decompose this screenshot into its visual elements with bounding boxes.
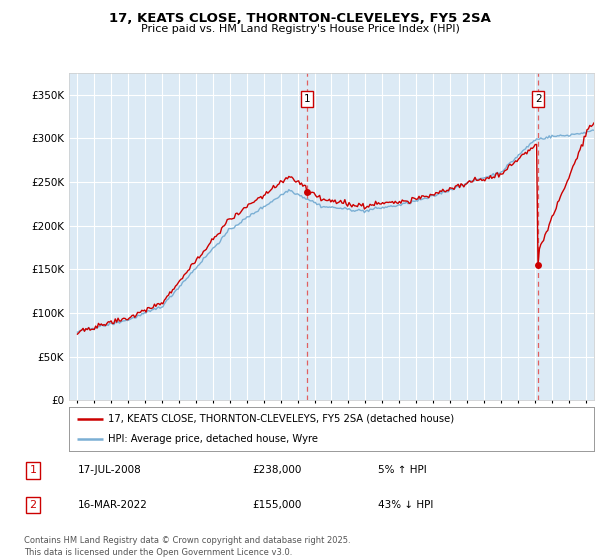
Text: £155,000: £155,000	[252, 500, 301, 510]
Text: 17, KEATS CLOSE, THORNTON-CLEVELEYS, FY5 2SA (detached house): 17, KEATS CLOSE, THORNTON-CLEVELEYS, FY5…	[109, 414, 455, 424]
Text: HPI: Average price, detached house, Wyre: HPI: Average price, detached house, Wyre	[109, 434, 319, 444]
Text: 2: 2	[29, 500, 37, 510]
Text: Contains HM Land Registry data © Crown copyright and database right 2025.
This d: Contains HM Land Registry data © Crown c…	[24, 536, 350, 557]
Text: 16-MAR-2022: 16-MAR-2022	[78, 500, 148, 510]
Text: 17-JUL-2008: 17-JUL-2008	[78, 465, 142, 475]
Text: 17, KEATS CLOSE, THORNTON-CLEVELEYS, FY5 2SA: 17, KEATS CLOSE, THORNTON-CLEVELEYS, FY5…	[109, 12, 491, 25]
Text: 43% ↓ HPI: 43% ↓ HPI	[378, 500, 433, 510]
Text: 1: 1	[29, 465, 37, 475]
Text: £238,000: £238,000	[252, 465, 301, 475]
Text: 1: 1	[304, 94, 310, 104]
Text: Price paid vs. HM Land Registry's House Price Index (HPI): Price paid vs. HM Land Registry's House …	[140, 24, 460, 34]
Text: 2: 2	[535, 94, 542, 104]
Text: 5% ↑ HPI: 5% ↑ HPI	[378, 465, 427, 475]
